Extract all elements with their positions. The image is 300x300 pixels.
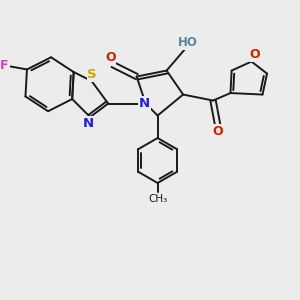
Text: O: O bbox=[250, 49, 260, 62]
Text: O: O bbox=[105, 52, 116, 64]
Text: F: F bbox=[0, 59, 9, 72]
Text: HO: HO bbox=[178, 37, 197, 50]
Text: N: N bbox=[83, 117, 94, 130]
Text: CH₃: CH₃ bbox=[148, 194, 167, 204]
Text: N: N bbox=[139, 97, 150, 110]
Text: S: S bbox=[88, 68, 97, 81]
Text: O: O bbox=[213, 125, 224, 138]
